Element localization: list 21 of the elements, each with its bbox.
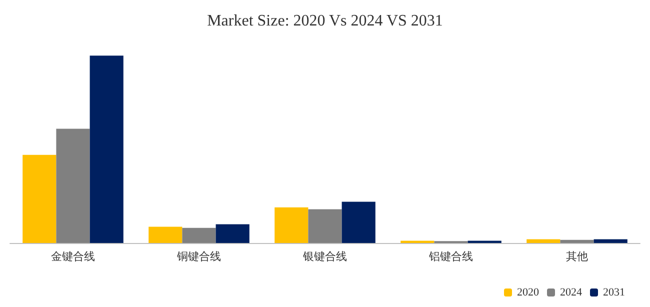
- legend-label: 2020: [517, 286, 540, 298]
- bar: [22, 154, 56, 243]
- bar: [274, 207, 308, 243]
- bar: [90, 56, 124, 243]
- legend-label: 2031: [603, 286, 625, 298]
- legend-label: 2024: [560, 286, 582, 298]
- bar: [216, 224, 250, 243]
- bar: [342, 202, 376, 243]
- x-tick-label: 银键合线: [302, 250, 347, 263]
- x-tick-label: 铝键合线: [428, 250, 473, 263]
- bar: [308, 209, 342, 243]
- bar: [148, 226, 182, 243]
- bar: [560, 240, 594, 243]
- bar: [56, 128, 90, 243]
- bar: [182, 228, 216, 243]
- bar: [526, 239, 560, 243]
- chart-title: Market Size: 2020 Vs 2024 VS 2031: [207, 12, 443, 30]
- x-tick-label: 其他: [566, 250, 588, 263]
- bar: [594, 239, 628, 243]
- x-tick-label: 金键合线: [51, 250, 95, 263]
- x-tick-label: 铜键合线: [176, 250, 221, 263]
